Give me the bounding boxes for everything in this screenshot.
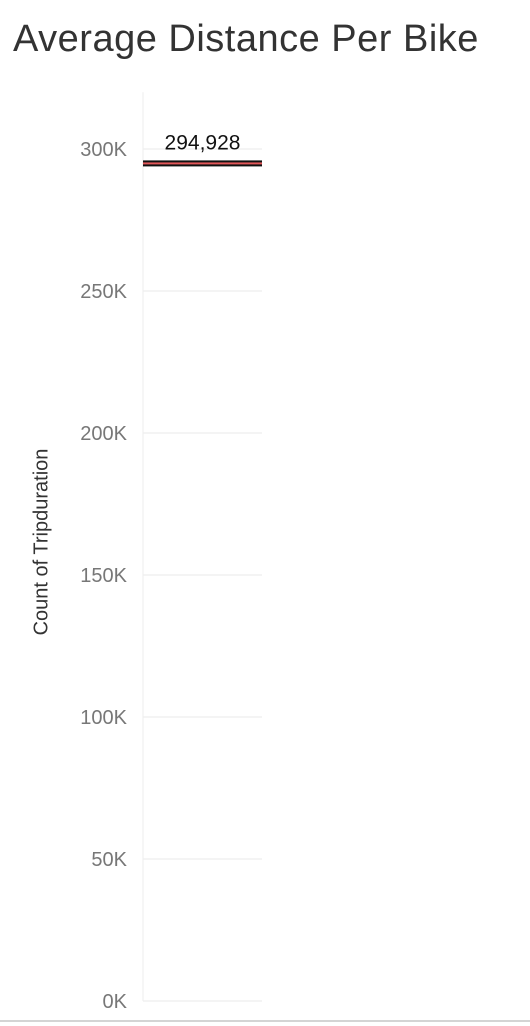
y-tick-label: 0K: [103, 991, 128, 1013]
y-tick-label: 250K: [80, 281, 127, 303]
y-tick-label: 50K: [91, 849, 127, 871]
y-tick-label: 200K: [80, 423, 127, 445]
y-tick-label: 300K: [80, 139, 127, 161]
bottom-divider: [0, 1020, 530, 1022]
bar-mark-accent: [143, 162, 262, 165]
y-tick-label: 150K: [80, 565, 127, 587]
y-tick-label: 100K: [80, 707, 127, 729]
data-label: 294,928: [165, 131, 241, 154]
chart-title: Average Distance Per Bike: [13, 18, 479, 60]
